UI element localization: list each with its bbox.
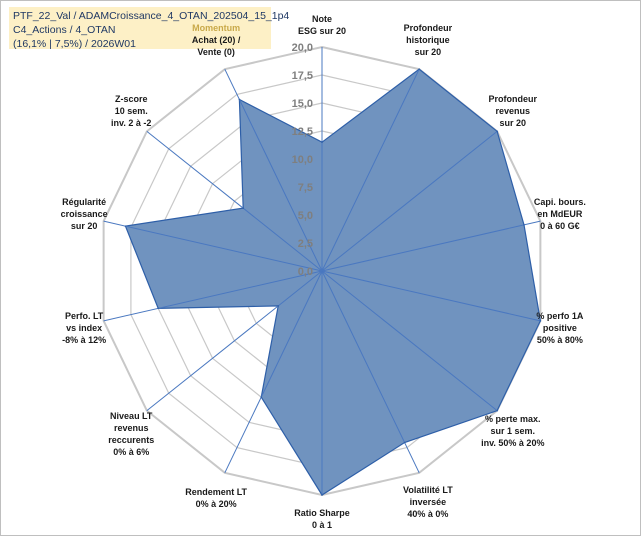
spoke-14 xyxy=(224,68,323,272)
axis-label-11-line-2: vs index xyxy=(66,323,103,334)
axis-label-6-line-2: sur 1 sem. xyxy=(490,425,536,436)
axis-label-2-line-2: historique xyxy=(406,34,450,45)
axis-label-1-line-1: Note xyxy=(312,14,332,24)
data-point-10 xyxy=(277,305,280,307)
axis-label-3-line-1: Profondeur xyxy=(488,94,538,104)
info-box: PTF_22_Val / ADAMCroissance_4_OTAN_20250… xyxy=(9,7,290,50)
spoke-6 xyxy=(321,270,498,412)
axis-label-11-line-1: Perfo. LT xyxy=(64,311,104,322)
axis-label-5-line-3: 50% à 80% xyxy=(536,335,583,346)
axis-label-4-line-2: en MdEUR xyxy=(537,208,583,219)
axis-label-2: Profondeur historique sur 20 xyxy=(404,22,453,58)
info-line-category: C4_Actions / 4_OTAN xyxy=(13,24,116,36)
axis-label-8-line-2: 0 à 1 xyxy=(311,520,333,530)
data-point-1 xyxy=(321,141,323,143)
tick-label-8: 20,0 xyxy=(292,42,313,54)
axis-label-12-line-1: Régularité xyxy=(62,196,107,207)
axis-label-9-line-1: Rendement LT xyxy=(185,487,248,498)
info-line-portfolio: PTF_22_Val / ADAMCroissance_4_OTAN_20250… xyxy=(13,10,290,22)
spoke-11 xyxy=(103,270,323,322)
tick-label-4: 10,0 xyxy=(292,154,313,166)
axis-label-13-line-2: 10 sem. xyxy=(114,106,148,116)
data-point-5 xyxy=(539,320,542,322)
tick-label-0: 0,0 xyxy=(298,266,313,278)
axis-label-1: Note ESG sur 20 xyxy=(298,13,346,37)
data-point-8 xyxy=(321,494,323,496)
axis-label-14: Momentum Achat (20) / Vente (0) xyxy=(192,22,241,58)
axis-label-4: Capi. bours. en MdEUR 0 à 60 G€ xyxy=(534,196,586,232)
axis-label-13-line-1: Z-score xyxy=(114,94,148,104)
spoke-9 xyxy=(224,270,323,474)
axis-label-2-line-3: sur 20 xyxy=(414,46,442,57)
spoke-3 xyxy=(321,130,498,272)
data-point-12 xyxy=(124,225,127,227)
axis-label-7-line-3: 40% à 0% xyxy=(407,509,449,520)
axis-label-14-alt: Momentum xyxy=(192,22,241,33)
tick-label-7: 17,5 xyxy=(292,70,313,82)
axis-label-5: % perfo 1A positive 50% à 80% xyxy=(536,310,583,346)
data-point-7 xyxy=(403,441,406,444)
axis-label-3-line-2: revenus xyxy=(495,106,531,116)
axis-label-11: Perfo. LT vs index -8% à 12% xyxy=(62,310,106,346)
axis-label-14-line-1: Achat (20) / xyxy=(191,34,241,45)
axis-label-10-line-4: 0% à 6% xyxy=(113,446,150,457)
tick-label-6: 15,0 xyxy=(292,98,313,110)
axis-label-10-line-1: Niveau LT xyxy=(110,410,153,421)
axis-label-2-line-1: Profondeur xyxy=(403,22,453,33)
axis-label-4-line-3: 0 à 60 G€ xyxy=(540,220,580,231)
axis-label-3-line-3: sur 20 xyxy=(499,118,527,128)
data-point-11 xyxy=(157,307,160,310)
axis-label-13: Z-score 10 sem. inv. 2 à -2 xyxy=(111,93,151,129)
axis-label-10: Niveau LT revenus reccurents 0% à 6% xyxy=(108,410,154,458)
tick-label-5: 12,5 xyxy=(292,126,313,138)
axis-label-4-line-1: Capi. bours. xyxy=(533,196,586,207)
axis-label-9: Rendement LT 0% à 20% xyxy=(185,486,247,510)
axis-label-5-line-1: % perfo 1A xyxy=(536,311,584,322)
axis-label-3: Profondeur revenus sur 20 xyxy=(489,93,538,129)
tick-label-2: 5,0 xyxy=(298,210,313,222)
axis-label-12-line-3: sur 20 xyxy=(70,220,98,231)
spoke-2 xyxy=(321,68,420,272)
axis-label-14-line-2: Vente (0) xyxy=(197,46,235,57)
axis-label-10-line-2: revenus xyxy=(113,422,149,433)
axis-label-12: Régularité croissance sur 20 xyxy=(61,196,108,232)
tick-label-1: 2,5 xyxy=(298,238,313,250)
data-point-14 xyxy=(238,98,241,101)
data-point-3 xyxy=(496,130,498,133)
axis-label-7: Volatilité LT inversée 40% à 0% xyxy=(403,484,453,520)
axis-label-7-line-1: Volatilité LT xyxy=(403,485,453,496)
axis-label-13-line-3: inv. 2 à -2 xyxy=(111,118,152,128)
axis-label-8: Ratio Sharpe 0 à 1 xyxy=(294,507,350,531)
tick-label-3: 7,5 xyxy=(298,182,313,194)
spoke-5 xyxy=(321,270,541,322)
data-point-13 xyxy=(242,207,244,209)
axis-label-12-line-2: croissance xyxy=(60,208,108,219)
spoke-10 xyxy=(146,270,323,412)
data-point-9 xyxy=(260,396,263,398)
axis-label-6: % perte max. sur 1 sem. inv. 50% à 20% xyxy=(481,413,544,449)
axis-label-9-line-2: 0% à 20% xyxy=(195,499,237,510)
spoke-7 xyxy=(321,270,420,474)
spoke-13 xyxy=(146,130,323,272)
axis-label-5-line-2: positive xyxy=(542,323,577,334)
info-line-stats: (16,1% | 7,5%) / 2026W01 xyxy=(13,38,136,50)
spoke-12 xyxy=(103,220,323,272)
spoke-4 xyxy=(321,220,541,272)
axis-label-11-line-3: -8% à 12% xyxy=(62,335,107,346)
axis-label-10-line-3: reccurents xyxy=(108,434,155,445)
data-point-4 xyxy=(523,224,525,226)
axis-label-6-line-3: inv. 50% à 20% xyxy=(481,437,545,448)
data-point-2 xyxy=(418,68,420,70)
axis-label-6-line-1: % perte max. xyxy=(485,413,541,424)
axis-label-1-line-2: ESG sur 20 xyxy=(297,26,347,36)
axis-label-7-line-2: inversée xyxy=(409,497,447,508)
data-point-6 xyxy=(496,409,498,412)
axis-label-8-line-1: Ratio Sharpe xyxy=(294,508,350,518)
